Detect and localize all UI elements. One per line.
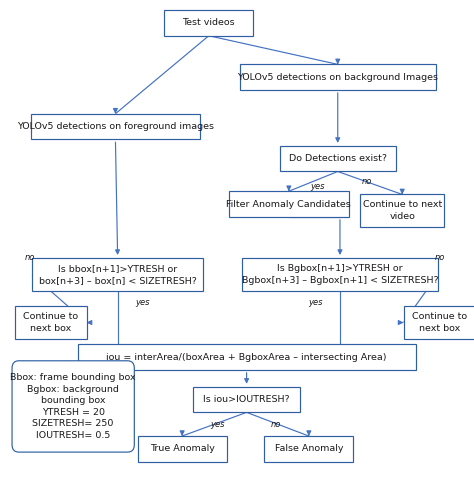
FancyBboxPatch shape — [240, 64, 436, 90]
Text: YOLOv5 detections on foreground images: YOLOv5 detections on foreground images — [17, 122, 214, 131]
Text: no: no — [270, 420, 281, 429]
FancyBboxPatch shape — [32, 258, 203, 292]
Text: yes: yes — [310, 182, 325, 191]
Text: yes: yes — [210, 420, 225, 429]
FancyBboxPatch shape — [360, 195, 445, 227]
FancyBboxPatch shape — [78, 344, 416, 370]
Text: yes: yes — [135, 298, 149, 307]
Text: Is iou>IOUTRESH?: Is iou>IOUTRESH? — [203, 395, 290, 404]
FancyBboxPatch shape — [31, 114, 200, 140]
Text: no: no — [25, 253, 35, 262]
Text: False Anomaly: False Anomaly — [274, 445, 343, 453]
Text: Filter Anomaly Candidates: Filter Anomaly Candidates — [227, 199, 351, 208]
Text: iou = interArea/(boxArea + BgboxArea – intersecting Area): iou = interArea/(boxArea + BgboxArea – i… — [106, 352, 387, 361]
Text: Bbox: frame bounding box
Bgbox: background
bounding box
YTRESH = 20
SIZETRESH= 2: Bbox: frame bounding box Bgbox: backgrou… — [10, 373, 136, 440]
Text: Is Bgbox[n+1]>YTRESH or
Bgbox[n+3] – Bgbox[n+1] < SIZETRESH?: Is Bgbox[n+1]>YTRESH or Bgbox[n+3] – Bgb… — [242, 264, 438, 285]
Text: Continue to
next box: Continue to next box — [411, 312, 467, 333]
Text: YOLOv5 detections on background Images: YOLOv5 detections on background Images — [237, 73, 438, 82]
Text: Continue to
next box: Continue to next box — [23, 312, 79, 333]
Text: Continue to next
video: Continue to next video — [363, 200, 442, 221]
FancyBboxPatch shape — [15, 306, 87, 339]
FancyBboxPatch shape — [280, 146, 395, 171]
Text: Test videos: Test videos — [182, 18, 235, 27]
Text: Is bbox[n+1]>YTRESH or
box[n+3] – box[n] < SIZETRESH?: Is bbox[n+1]>YTRESH or box[n+3] – box[n]… — [39, 264, 197, 285]
FancyBboxPatch shape — [193, 387, 300, 412]
FancyBboxPatch shape — [229, 191, 349, 217]
FancyBboxPatch shape — [403, 306, 474, 339]
FancyBboxPatch shape — [137, 436, 227, 462]
FancyBboxPatch shape — [242, 258, 438, 292]
FancyBboxPatch shape — [264, 436, 353, 462]
FancyBboxPatch shape — [12, 361, 134, 452]
FancyBboxPatch shape — [164, 10, 253, 36]
Text: no: no — [362, 177, 372, 186]
Text: no: no — [435, 253, 445, 262]
Text: True Anomaly: True Anomaly — [150, 445, 215, 453]
Text: yes: yes — [308, 298, 323, 307]
Text: Do Detections exist?: Do Detections exist? — [289, 154, 387, 163]
